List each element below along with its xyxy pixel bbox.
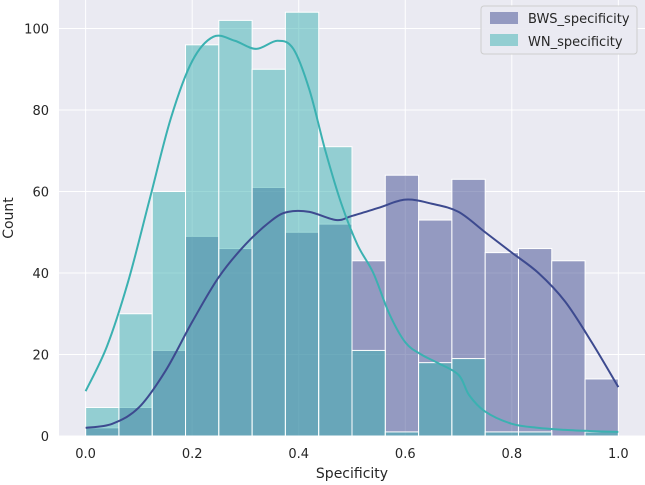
bar-wn	[151, 191, 187, 437]
bar-wn	[451, 358, 486, 437]
bars	[85, 11, 619, 437]
bar-wn	[384, 431, 420, 437]
legend-box	[480, 5, 638, 55]
bar-wn	[185, 44, 220, 437]
legend: BWS_specificity WN_specificity	[480, 5, 638, 55]
y-tick-labels: 0 20 40 60 80 100	[24, 23, 49, 445]
bar-bws	[384, 174, 420, 437]
y-tick-label: 20	[32, 349, 49, 364]
bar-bws	[517, 248, 553, 437]
y-axis-label: Count	[1, 197, 17, 239]
legend-label-bws: BWS_specificity	[528, 12, 630, 27]
kde-line-wn	[84, 34, 619, 433]
x-tick-labels: 0.0 0.2 0.4 0.6 0.8 1.0	[75, 447, 628, 462]
kde-line-bws	[85, 198, 620, 429]
y-tick-label: 60	[32, 186, 49, 201]
bar-wn	[318, 146, 353, 437]
x-tick-label: 0.0	[75, 447, 96, 462]
x-tick-label: 0.4	[288, 447, 309, 462]
legend-label-wn: WN_specificity	[528, 35, 623, 50]
bar-wn	[284, 11, 320, 437]
x-tick-label: 0.2	[182, 447, 203, 462]
x-tick-label: 0.8	[501, 447, 522, 462]
bar-wn	[418, 362, 453, 437]
bar-wn	[484, 431, 519, 437]
bar-wn	[218, 19, 253, 437]
bar-bws	[584, 378, 619, 437]
y-tick-label: 0	[41, 430, 49, 445]
y-tick-label: 80	[32, 104, 49, 119]
kde-curves	[84, 34, 620, 433]
bar-bws	[484, 252, 519, 437]
bar-bws	[551, 260, 586, 437]
bar-wn	[351, 349, 386, 437]
legend-swatch-bws	[490, 12, 518, 24]
bar-wn	[85, 406, 120, 437]
legend-swatch-wn	[490, 34, 518, 46]
x-tick-label: 0.6	[395, 447, 416, 462]
x-axis-label: Specificity	[316, 466, 388, 482]
y-tick-label: 100	[24, 23, 49, 38]
bar-wn	[251, 68, 286, 437]
x-tick-label: 1.0	[608, 447, 629, 462]
bar-wn	[517, 431, 553, 437]
bar-wn	[118, 313, 153, 437]
y-tick-label: 40	[32, 267, 49, 282]
